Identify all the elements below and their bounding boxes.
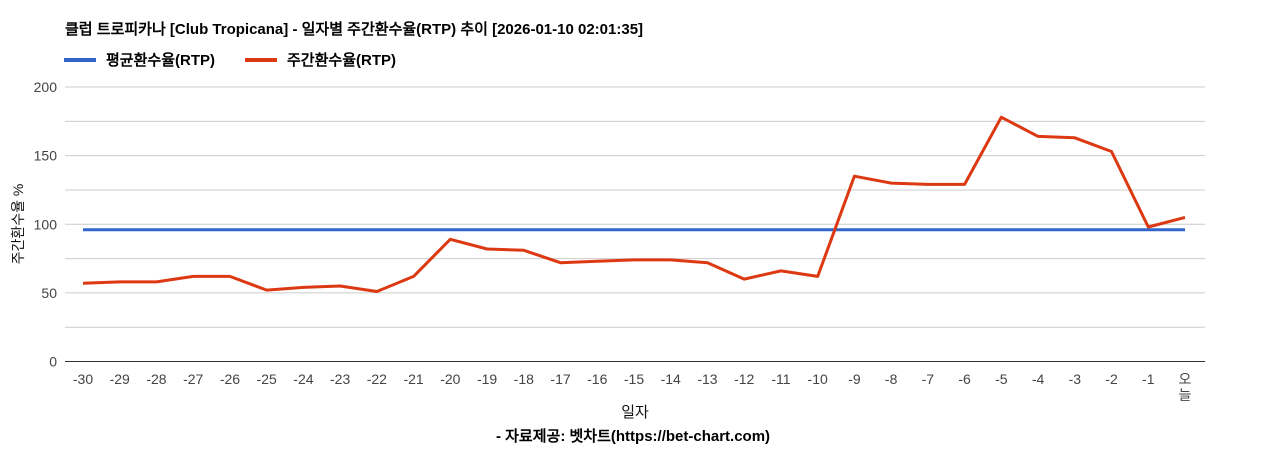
legend: 평균환수율(RTP) 주간환수율(RTP) [64, 49, 396, 70]
x-tick-label: -22 [367, 371, 387, 387]
x-tick-label: -5 [995, 371, 1008, 387]
x-tick-label: -11 [771, 371, 790, 387]
legend-label-weekly-rtp: 주간환수율(RTP) [287, 52, 396, 69]
x-tick-label: -28 [146, 371, 166, 387]
x-tick-label: -20 [440, 371, 460, 387]
x-tick-label: -15 [624, 371, 644, 387]
x-tick-label: -2 [1105, 371, 1118, 387]
x-tick-label: -10 [808, 371, 828, 387]
legend-label-average-rtp: 평균환수율(RTP) [106, 52, 215, 69]
x-axis-title: 일자 [621, 404, 649, 421]
legend-marker-weekly-rtp [245, 57, 277, 62]
x-tick-label: -19 [477, 371, 497, 387]
x-tick-label: -24 [293, 371, 313, 387]
chart-title: 클럽 트로피카나 [Club Tropicana] - 일자별 주간환수율(RT… [65, 21, 644, 38]
x-tick-label: -7 [922, 371, 935, 387]
y-tick-label: 200 [34, 79, 58, 95]
x-tick-label: -26 [220, 371, 240, 387]
y-tick-label: 100 [34, 216, 58, 232]
x-tick-label: -14 [661, 371, 681, 387]
x-tick-label: -16 [587, 371, 607, 387]
x-tick-label: -8 [885, 371, 898, 387]
y-tick-label: 150 [34, 148, 58, 164]
x-tick-label: -9 [848, 371, 861, 387]
y-tick-label: 50 [41, 285, 57, 301]
x-tick-label: -25 [257, 371, 277, 387]
x-tick-label: -27 [183, 371, 203, 387]
x-tick-label: -30 [73, 371, 93, 387]
source-credit: - 자료제공: 벳차트(https://bet-chart.com) [495, 428, 771, 445]
x-tick-label: -23 [330, 371, 350, 387]
x-tick-label: -12 [734, 371, 754, 387]
x-tick-label: -17 [550, 371, 570, 387]
x-tick-label: -1 [1142, 371, 1155, 387]
x-tick-label: -21 [403, 371, 423, 387]
x-tick-label: -18 [514, 371, 534, 387]
legend-item-average-rtp: 평균환수율(RTP) [64, 49, 215, 70]
x-tick-label: -13 [697, 371, 717, 387]
x-tick-label: -4 [1032, 371, 1045, 387]
legend-item-weekly-rtp: 주간환수율(RTP) [245, 49, 396, 70]
x-tick-label: -6 [958, 371, 971, 387]
legend-marker-average-rtp [64, 57, 96, 62]
x-tick-label: -29 [110, 371, 130, 387]
y-axis-title: 주간환수율 % [10, 183, 26, 265]
x-tick-label: -3 [1069, 371, 1082, 387]
y-tick-label: 0 [49, 354, 57, 370]
series-line-weekly-rtp [82, 115, 1186, 293]
